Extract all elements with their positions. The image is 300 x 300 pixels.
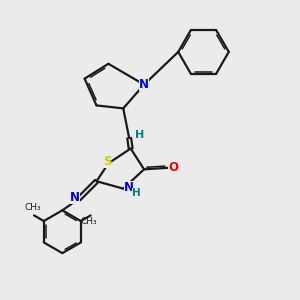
Text: O: O bbox=[168, 161, 178, 174]
Text: N: N bbox=[70, 191, 80, 204]
Text: S: S bbox=[103, 155, 111, 168]
Text: CH₃: CH₃ bbox=[81, 217, 98, 226]
Text: H: H bbox=[135, 130, 144, 140]
Text: CH₃: CH₃ bbox=[24, 203, 41, 212]
Text: N: N bbox=[124, 181, 134, 194]
Text: N: N bbox=[139, 78, 149, 91]
Text: H: H bbox=[132, 188, 141, 198]
